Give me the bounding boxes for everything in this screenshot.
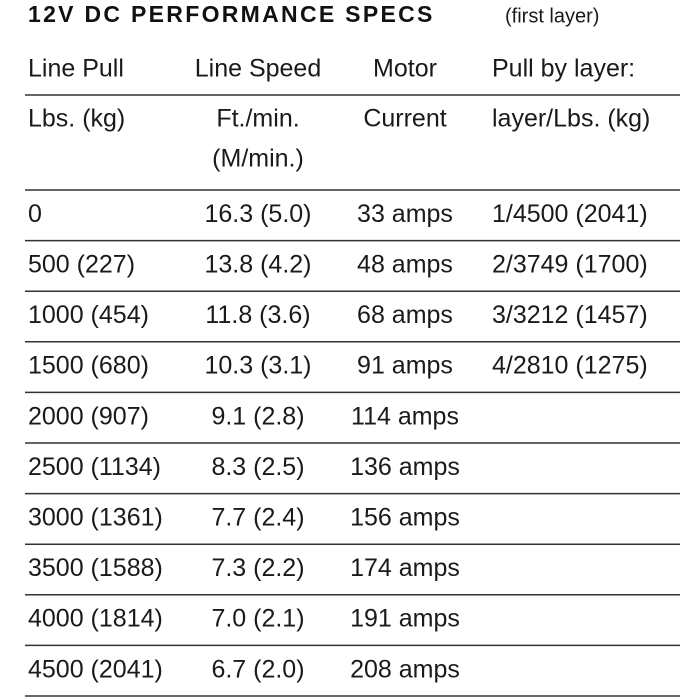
cell: 7.7 (2.4) [211,504,304,532]
title: 12V DC PERFORMANCE SPECS [28,1,435,27]
cell: 9.1 (2.8) [211,402,304,430]
header-cell: Pull by layer: [492,55,635,83]
cell: 4/2810 (1275) [492,352,648,380]
header-cell: (M/min.) [212,145,304,173]
cell: 1000 (454) [28,301,149,329]
cell: 3/3212 (1457) [492,301,648,329]
header-cell: Current [363,105,446,133]
header-cell: Motor [373,55,437,83]
cell: 10.3 (3.1) [204,352,311,380]
cell: 6.7 (2.0) [211,655,304,683]
cell: 114 amps [351,402,459,430]
cell: 16.3 (5.0) [204,200,311,228]
cell: 208 amps [350,655,460,683]
cell: 156 amps [350,504,460,532]
cell: 136 amps [350,453,460,481]
header-cell: Line Pull [28,55,124,83]
cell: 11.8 (3.6) [205,301,310,329]
cell: 7.0 (2.1) [211,605,304,633]
cell: 3000 (1361) [28,504,163,532]
header-cell: Ft./min. [216,105,299,133]
cell: 13.8 (4.2) [204,251,311,279]
cell: 33 amps [357,200,453,228]
cell: 68 amps [357,301,453,329]
cell: 174 amps [350,554,460,582]
cell: 2/3749 (1700) [492,251,648,279]
header-cell: layer/Lbs. (kg) [492,105,650,133]
cell: 2000 (907) [28,402,149,430]
cell: 3500 (1588) [28,554,163,582]
header-cell: Line Speed [195,55,322,83]
cell: 48 amps [357,251,453,279]
cell: 2500 (1134) [28,453,161,481]
subtitle: (first layer) [505,5,599,27]
cell: 1/4500 (2041) [492,200,648,228]
cell: 91 amps [357,352,453,380]
cell: 500 (227) [28,251,135,279]
header-cell: Lbs. (kg) [28,105,125,133]
cell: 8.3 (2.5) [211,453,304,481]
cell: 4000 (1814) [28,605,163,633]
cell: 4500 (2041) [28,655,163,683]
cell: 0 [28,200,42,228]
cell: 7.3 (2.2) [211,554,304,582]
cell: 1500 (680) [28,352,149,380]
cell: 191 amps [350,605,460,633]
